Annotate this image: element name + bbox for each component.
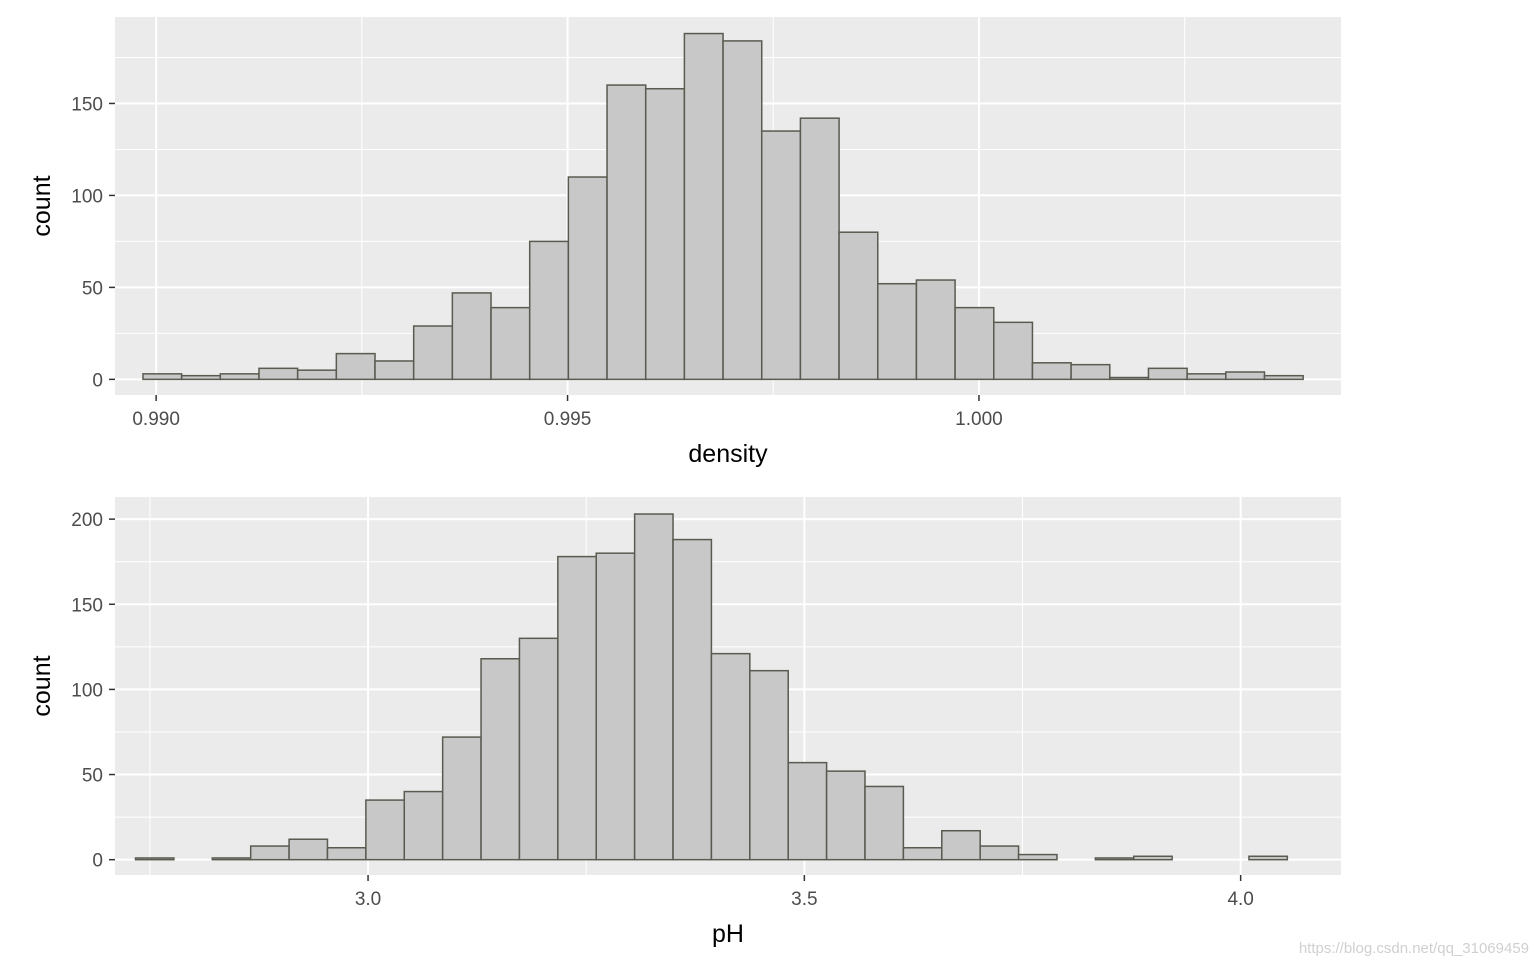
histogram-bar bbox=[374, 360, 415, 381]
y-tick-label: 0 bbox=[92, 370, 103, 391]
density-histogram: 0.990 0.995 1.000 0 50 100 150 density count bbox=[28, 17, 1341, 468]
histogram-bar bbox=[403, 790, 444, 861]
histogram-bar bbox=[211, 857, 252, 861]
density-y-axis-title: count bbox=[28, 175, 56, 236]
histogram-bar bbox=[1031, 362, 1072, 381]
histogram-bar bbox=[683, 32, 724, 381]
histogram-bar bbox=[441, 736, 482, 861]
y-tick-label: 150 bbox=[71, 595, 103, 616]
histogram-bar bbox=[799, 117, 840, 381]
histogram-bar bbox=[595, 552, 636, 861]
histogram-bar bbox=[710, 652, 751, 861]
y-tick-label: 200 bbox=[71, 510, 103, 531]
histogram-bar bbox=[979, 845, 1020, 861]
density-y-axis: 0 50 100 150 bbox=[71, 94, 115, 391]
histogram-bar bbox=[787, 761, 828, 861]
histogram-bar bbox=[1094, 857, 1135, 861]
histogram-bar bbox=[249, 845, 290, 861]
histogram-bar bbox=[1186, 373, 1227, 381]
x-tick-label: 3.0 bbox=[355, 889, 381, 910]
density-x-axis: 0.990 0.995 1.000 bbox=[132, 395, 1003, 430]
histogram-bar bbox=[518, 637, 559, 861]
histogram-bar bbox=[490, 306, 531, 381]
histogram-bar bbox=[528, 240, 570, 381]
x-tick-label: 0.995 bbox=[544, 409, 592, 430]
y-tick-label: 50 bbox=[82, 278, 103, 299]
histogram-bar bbox=[365, 799, 406, 861]
ph-histogram: 3.0 3.5 4.0 0 50 100 150 200 pH count bbox=[28, 497, 1341, 948]
histogram-bar bbox=[480, 658, 521, 861]
histogram-bar bbox=[877, 282, 918, 381]
histogram-bar bbox=[1109, 376, 1150, 381]
histogram-bar bbox=[180, 374, 222, 381]
histogram-bar bbox=[915, 279, 956, 381]
histogram-bar bbox=[941, 829, 981, 861]
x-tick-label: 3.5 bbox=[791, 889, 817, 910]
histogram-bar bbox=[134, 857, 175, 861]
ph-y-axis: 0 50 100 150 200 bbox=[71, 510, 115, 872]
histogram-bar bbox=[412, 325, 454, 381]
histogram-bar bbox=[606, 84, 647, 381]
histogram-bar bbox=[219, 373, 260, 381]
histogram-bar bbox=[760, 130, 802, 381]
histogram-bar bbox=[749, 669, 789, 861]
histogram-bar bbox=[838, 231, 879, 381]
density-bars bbox=[142, 32, 1304, 381]
histogram-bar bbox=[326, 847, 367, 861]
histogram-bar bbox=[567, 176, 608, 381]
ph-x-axis: 3.0 3.5 4.0 bbox=[355, 875, 1254, 910]
y-tick-label: 100 bbox=[71, 680, 103, 701]
x-tick-label: 0.990 bbox=[132, 409, 180, 430]
histogram-bar bbox=[557, 555, 597, 861]
histogram-bar bbox=[142, 373, 183, 381]
x-tick-label: 1.000 bbox=[955, 409, 1003, 430]
histogram-bar bbox=[288, 838, 329, 861]
histogram-bar bbox=[954, 306, 995, 381]
histogram-bar bbox=[1263, 374, 1304, 381]
histogram-bar bbox=[1225, 371, 1266, 381]
histogram-bar bbox=[296, 369, 338, 381]
histogram-bar bbox=[633, 513, 674, 861]
ph-x-axis-title: pH bbox=[712, 920, 744, 948]
y-tick-label: 150 bbox=[71, 94, 103, 115]
histogram-bar bbox=[1133, 855, 1173, 861]
histogram-bar bbox=[1017, 853, 1058, 861]
histogram-bar bbox=[1147, 367, 1188, 381]
histogram-bar bbox=[825, 770, 866, 861]
ph-y-axis-title: count bbox=[28, 655, 56, 716]
histogram-bar bbox=[258, 367, 299, 381]
histogram-bar bbox=[722, 40, 763, 381]
histogram-bar bbox=[644, 87, 686, 381]
histogram-bar bbox=[672, 538, 713, 861]
histogram-bar bbox=[864, 785, 905, 861]
ph-bars bbox=[134, 513, 1289, 861]
histogram-bar bbox=[902, 847, 943, 861]
y-tick-label: 50 bbox=[82, 766, 103, 787]
watermark-text: https://blog.csdn.net/qq_31069459 bbox=[1298, 940, 1529, 957]
y-tick-label: 100 bbox=[71, 186, 103, 207]
histogram-bar bbox=[451, 292, 492, 381]
histogram-bar bbox=[335, 352, 376, 381]
histogram-bar bbox=[993, 321, 1034, 381]
y-tick-label: 0 bbox=[92, 851, 103, 872]
histogram-bar bbox=[1248, 855, 1289, 861]
histogram-bar bbox=[1070, 363, 1111, 381]
density-x-axis-title: density bbox=[688, 440, 768, 468]
x-tick-label: 4.0 bbox=[1227, 889, 1253, 910]
